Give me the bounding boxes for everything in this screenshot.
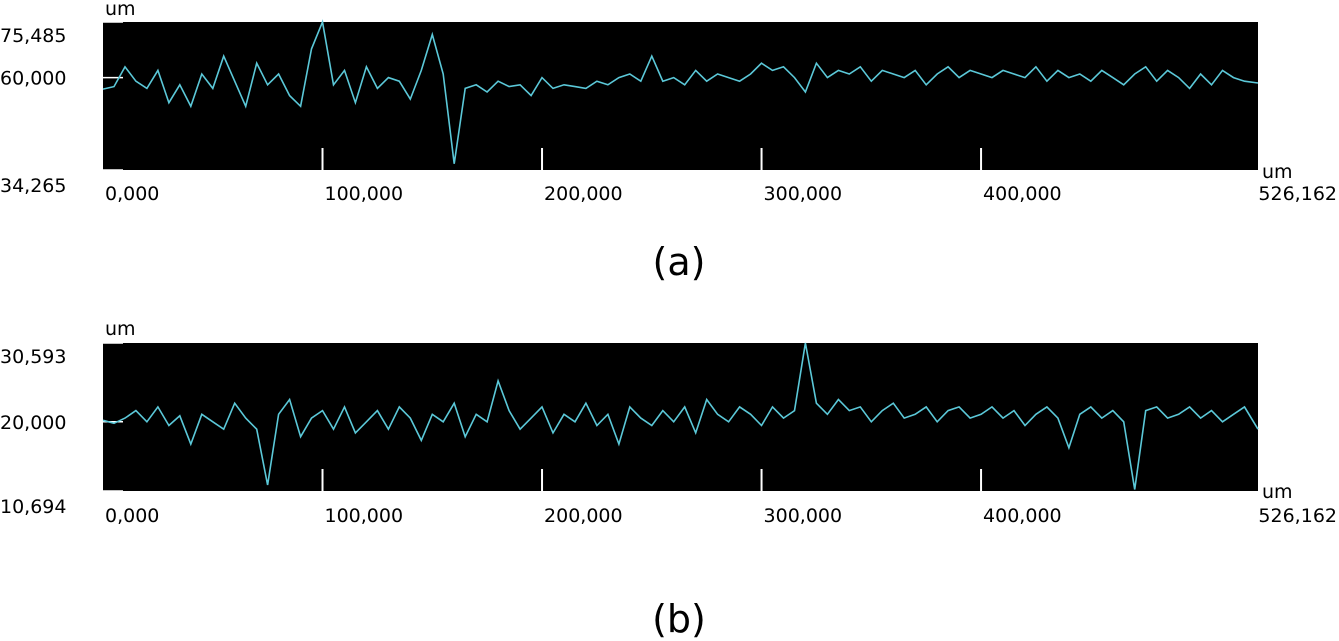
panel-b-y-tick-label: 10,694 <box>0 496 66 518</box>
panel-b-x-unit: um <box>1262 481 1293 503</box>
panel-b-x-ticks: 0,000 100,000 200,000 300,000 400,000 526,162 <box>105 469 1337 527</box>
panel-b-x-tick-label: 526,162 <box>1258 505 1337 527</box>
panel-a-y-tick-label: 34,265 <box>0 175 66 197</box>
panel-a-caption: (a) <box>653 240 706 284</box>
panel-a-x-tick-label: 100,000 <box>325 183 404 205</box>
panel-b-plot-area <box>103 343 1258 491</box>
panel-a-x-unit: um <box>1262 161 1293 183</box>
panel-b-x-tick-label: 200,000 <box>544 505 623 527</box>
panel-b: um 30,593 20,000 10,694 0,000 100,000 200,00… <box>0 318 1337 641</box>
panel-a-x-ticks: 0,000 100,000 200,000 300,000 400,000 526,162 <box>105 148 1337 205</box>
panel-a-series-line <box>102 19 1259 164</box>
panel-b-x-tick-label: 100,000 <box>325 505 404 527</box>
panel-a-x-tick-label: 300,000 <box>764 183 843 205</box>
panel-a-x-tick-label: 200,000 <box>544 183 623 205</box>
panel-b-y-tick-label: 30,593 <box>0 346 66 368</box>
panel-a-y-tick-label: 60,000 <box>0 68 66 90</box>
panel-a-x-tick-label: 0,000 <box>105 183 159 205</box>
panel-a-x-tick-label: 400,000 <box>983 183 1062 205</box>
panel-b-series-line <box>102 342 1259 490</box>
panel-a-x-tick-label: 526,162 <box>1258 183 1337 205</box>
panel-b-y-unit: um <box>105 318 136 340</box>
panel-b-caption: (b) <box>652 597 706 641</box>
panel-b-x-tick-label: 300,000 <box>764 505 843 527</box>
panel-a-y-unit: um <box>105 0 136 20</box>
panel-a-plot-area <box>103 22 1258 170</box>
panel-a: um 75,485 60,000 34,265 0,000 100,000 200,00… <box>0 0 1337 284</box>
panel-b-x-tick-label: 0,000 <box>105 505 159 527</box>
panel-b-y-tick-label: 20,000 <box>0 412 66 434</box>
panel-a-y-tick-label: 75,485 <box>0 25 66 47</box>
panel-b-x-tick-label: 400,000 <box>983 505 1062 527</box>
panel-a-y-ticks: 75,485 60,000 34,265 <box>0 21 123 197</box>
panel-b-y-ticks: 30,593 20,000 10,694 <box>0 342 123 518</box>
